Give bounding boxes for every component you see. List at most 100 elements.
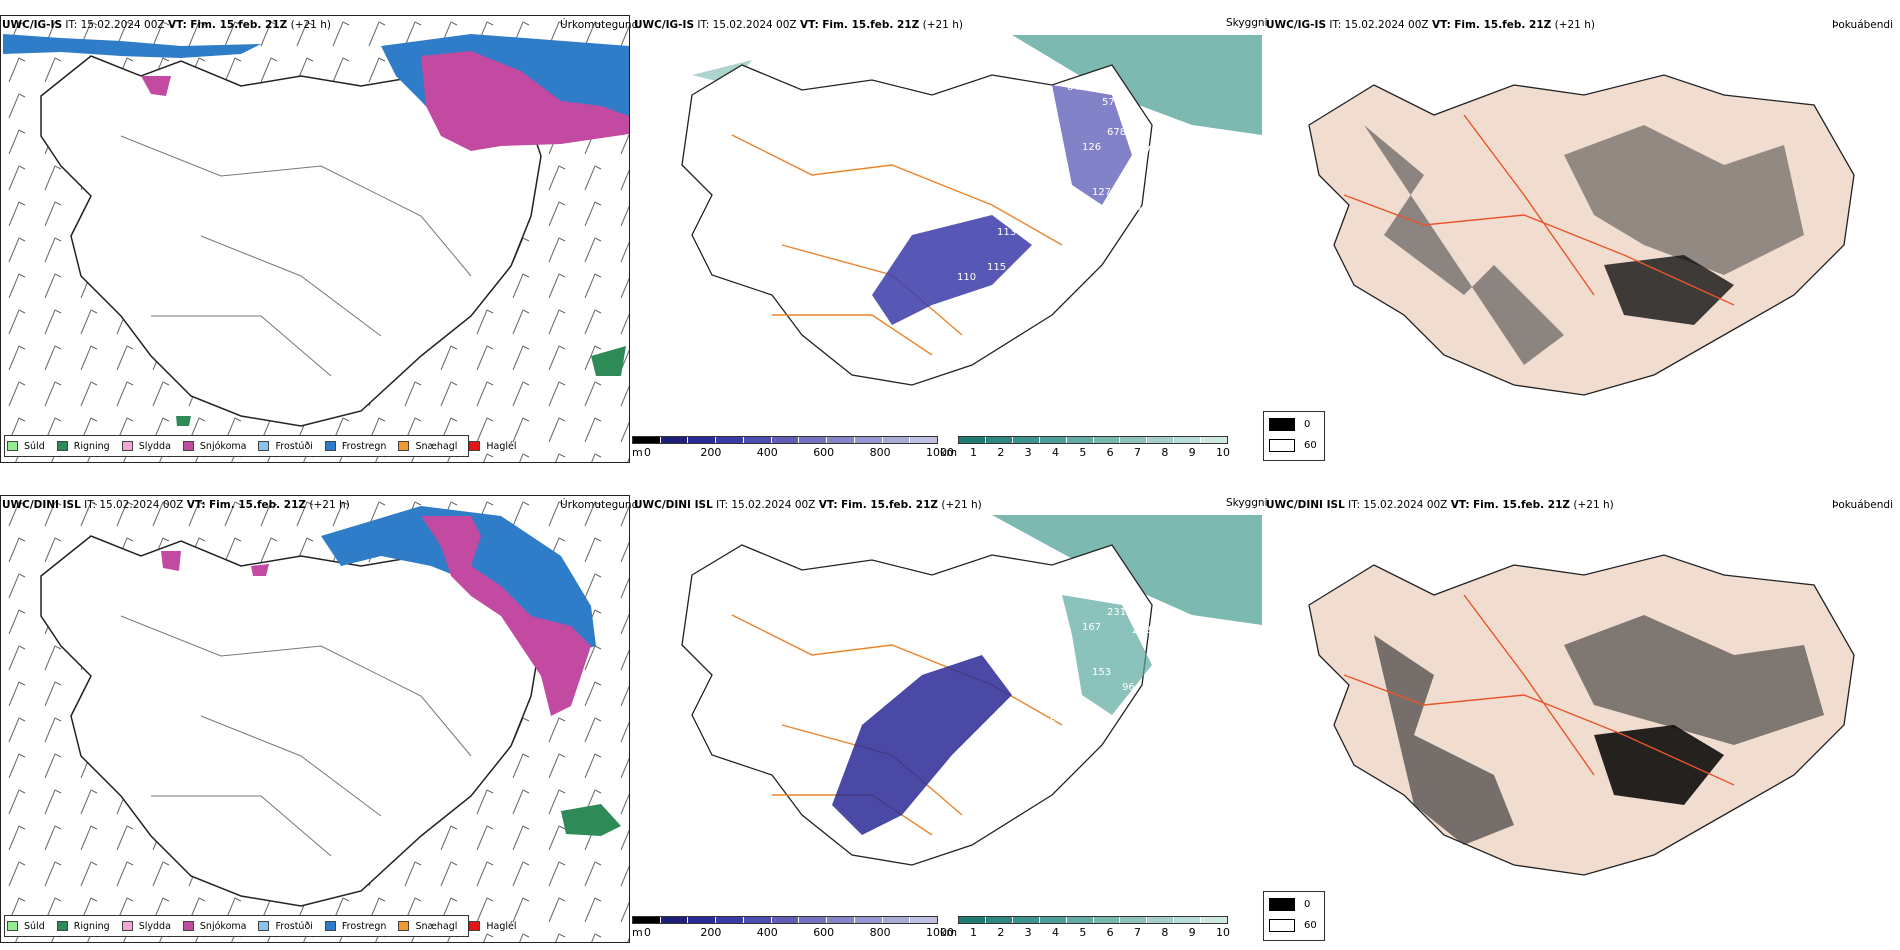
precip-legend-item: Frostregn bbox=[324, 441, 386, 452]
colorbar-segment bbox=[985, 917, 1013, 923]
iceland-outline bbox=[40, 55, 542, 427]
panel-title: UWC/IG-IS IT: 15.02.2024 00Z VT: Fim. 15… bbox=[634, 19, 963, 31]
colorbar-tick-label: 800 bbox=[869, 446, 891, 459]
colorbar-segment bbox=[688, 437, 717, 443]
fog-dark-area-ne bbox=[1564, 125, 1804, 275]
fog-legend: 0 60 bbox=[1263, 411, 1325, 461]
colorbar-tick-label: 2 bbox=[997, 926, 1005, 939]
colorbar-segment bbox=[854, 437, 883, 443]
colorbar-segment bbox=[716, 917, 744, 923]
colorbar-tick-label: 1 bbox=[970, 446, 977, 459]
colorbar-segment bbox=[660, 917, 689, 923]
iceland-outline bbox=[40, 535, 542, 907]
fog-map-bottom bbox=[1264, 515, 1900, 915]
visibility-value-label: 81 bbox=[1067, 672, 1080, 683]
colorbar-segment bbox=[1039, 917, 1067, 923]
colorbar-tick-label: 5 bbox=[1079, 926, 1087, 939]
panel-title: UWC/DINI ISL IT: 15.02.2024 00Z VT: Fim.… bbox=[2, 499, 350, 511]
visibility-value-label: 116 bbox=[957, 752, 976, 763]
precip-legend-swatch bbox=[398, 441, 410, 451]
precip-legend-swatch bbox=[56, 441, 68, 451]
rigning-area-e bbox=[591, 346, 626, 376]
roads bbox=[120, 135, 472, 377]
fog-map-svg bbox=[1308, 554, 1855, 876]
colorbar-tick-label: 1000 bbox=[926, 926, 954, 939]
colorbar-segment bbox=[827, 917, 855, 923]
snjokoma-area-nw bbox=[141, 76, 171, 96]
visibility-value-label: 574 bbox=[1102, 97, 1121, 108]
visibility-value-label: 130 bbox=[902, 347, 921, 358]
colorbar-segment bbox=[910, 437, 938, 443]
roads bbox=[1343, 594, 1735, 786]
product-title: Skyggni bbox=[1226, 17, 1268, 29]
colorbar-tick-label: 8 bbox=[1161, 926, 1169, 939]
colorbar-tick-label: 6 bbox=[1106, 446, 1114, 459]
visibility-value-label: 120 bbox=[912, 847, 931, 858]
frostregn-area-ne bbox=[321, 506, 596, 656]
precip-legend-item: Frostregn bbox=[324, 921, 386, 932]
precip-legend-label: Slydda bbox=[138, 440, 171, 452]
colorbar-tick-label: 200 bbox=[700, 446, 722, 459]
panel-title: UWC/DINI ISL IT: 15.02.2024 00Z VT: Fim.… bbox=[1266, 499, 1614, 511]
snjokoma-area-n bbox=[251, 564, 269, 576]
colorbar-segment bbox=[910, 917, 938, 923]
colorbar-segment bbox=[1120, 437, 1148, 443]
fog-legend-label-60: 60 bbox=[1304, 440, 1317, 451]
colorbar-segment bbox=[716, 437, 744, 443]
colorbar-tick-label: 200 bbox=[700, 926, 722, 939]
panel-title: UWC/IG-IS IT: 15.02.2024 00Z VT: Fim. 15… bbox=[2, 19, 331, 31]
fog-legend-swatch-0 bbox=[1269, 898, 1295, 911]
precip-legend-label: Súld bbox=[24, 920, 45, 932]
colorbar-segment bbox=[771, 437, 800, 443]
colorbar-tick-label: 1 bbox=[970, 926, 977, 939]
cloudbase-colorbar bbox=[632, 916, 938, 924]
precip-legend-item: Haglél bbox=[469, 921, 517, 932]
precip-legend-label: Súld bbox=[24, 440, 45, 452]
colorbar-tick-label: 0 bbox=[644, 446, 651, 459]
visibility-value-label: 106 bbox=[922, 317, 941, 328]
visibility-value-label: 94 bbox=[972, 797, 985, 808]
visibility-value-label: 186 bbox=[932, 867, 951, 878]
precip-legend-label: Snjókoma bbox=[199, 920, 247, 932]
fog-legend-label-0: 0 bbox=[1304, 419, 1311, 430]
visibility-value-label: 126 bbox=[1012, 772, 1031, 783]
fog-map-top bbox=[1264, 35, 1900, 435]
colorbar-segment bbox=[1066, 917, 1094, 923]
fog-legend-label-60: 60 bbox=[1304, 920, 1317, 931]
visibility-value-label: 127 bbox=[1132, 145, 1151, 156]
precip-legend-swatch bbox=[469, 921, 481, 931]
visibility-value-label: 106 bbox=[1122, 202, 1141, 213]
precip-legend-item: Frostúði bbox=[258, 440, 313, 452]
visibility-value-label: 678 bbox=[1107, 127, 1126, 138]
frostregn-area-nw bbox=[3, 34, 261, 58]
visibility-unit: km bbox=[940, 446, 958, 459]
visibility-value-label: 76 bbox=[942, 337, 955, 348]
fog-map-svg bbox=[1308, 74, 1855, 396]
precip-map-svg bbox=[1, 16, 629, 462]
visibility-value-label: 126 bbox=[1082, 142, 1101, 153]
colorbar-segment bbox=[1147, 917, 1175, 923]
row-top: Súld Rigning Slydda Snjókoma Frostúði Frostre… bbox=[0, 0, 1900, 470]
visibility-map-top: 647 574 409 678 126 127 127 119 106 82 113 115 110 16… bbox=[632, 35, 1262, 435]
panel-title: UWC/DINI ISL IT: 15.02.2024 00Z VT: Fim.… bbox=[634, 499, 982, 511]
colorbar-segment bbox=[1093, 437, 1121, 443]
precip-legend-item: Frostúði bbox=[258, 921, 313, 932]
visibility-value-label: 166 bbox=[972, 317, 991, 328]
visibility-value-label: 110 bbox=[957, 272, 976, 283]
rigning-area-s bbox=[176, 416, 191, 426]
colorbar-tick-label: 1000 bbox=[926, 446, 954, 459]
visibility-value-label: 153 bbox=[1092, 667, 1111, 678]
visibility-value-label: 139 bbox=[997, 707, 1016, 718]
precip-legend-label: Frostúði bbox=[275, 440, 313, 452]
precip-legend-swatch bbox=[324, 921, 336, 931]
precip-legend-swatch bbox=[56, 921, 68, 931]
precip-legend-label: Snæhagl bbox=[415, 920, 458, 932]
visibility-value-label: 113 bbox=[997, 227, 1016, 238]
iceland-outline bbox=[681, 64, 1153, 386]
colorbar-segment bbox=[633, 437, 661, 443]
colorbar-segment bbox=[799, 917, 828, 923]
colorbar-tick-label: 4 bbox=[1052, 446, 1059, 459]
colorbar-segment bbox=[882, 437, 911, 443]
colorbar-segment bbox=[743, 917, 772, 923]
